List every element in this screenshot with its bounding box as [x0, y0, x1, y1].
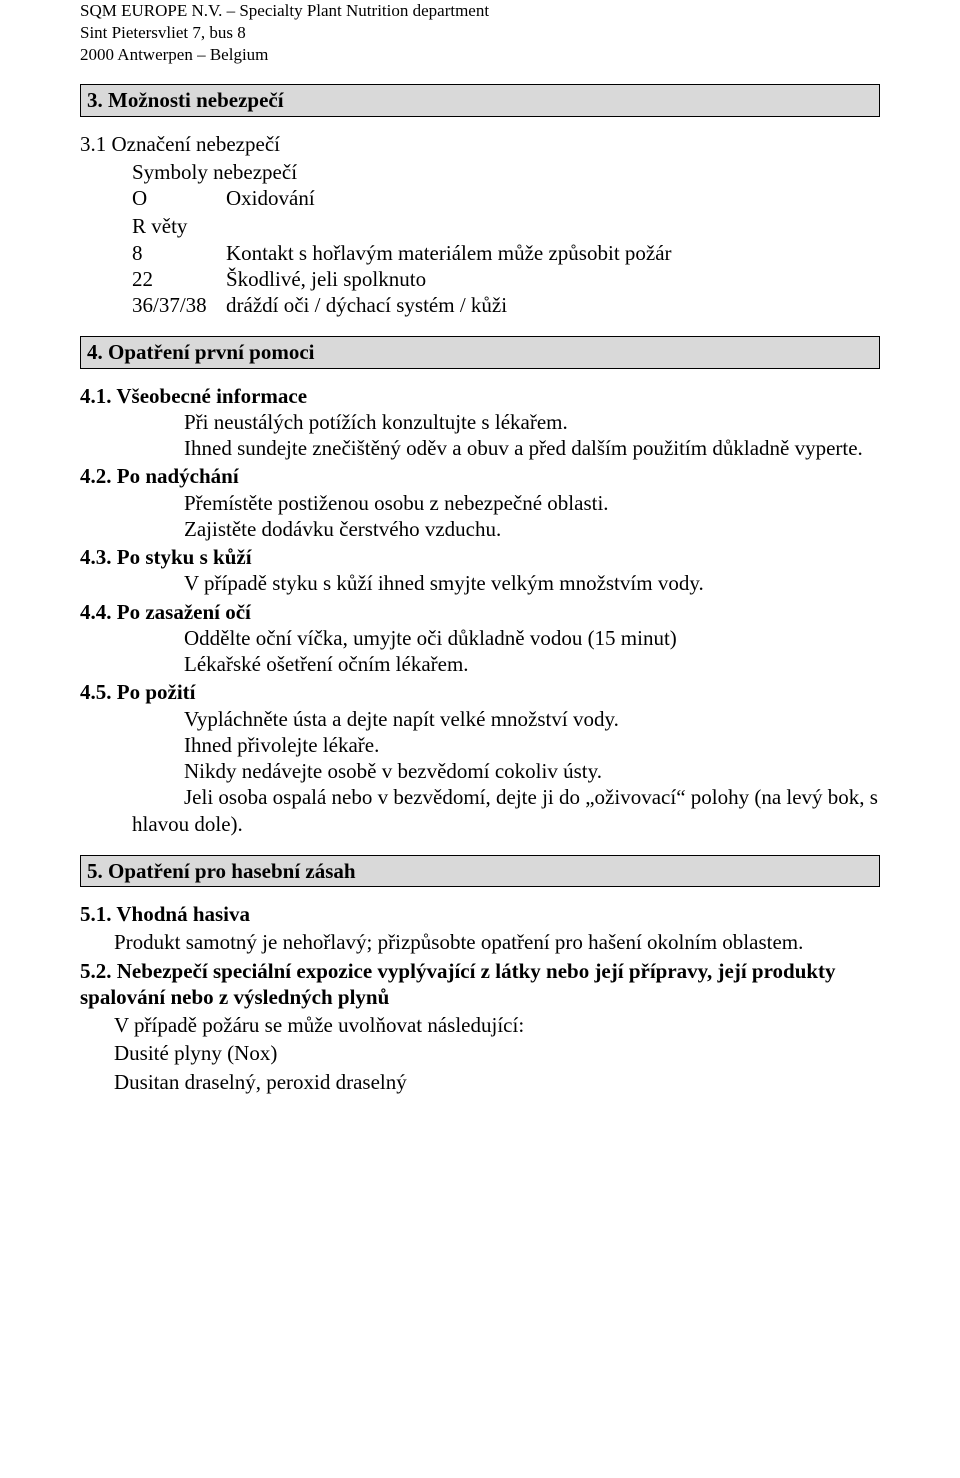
r-phrases-label: R věty: [132, 213, 880, 239]
hazard-symbols-label: Symboly nebezpečí: [132, 159, 880, 185]
body-text: Nikdy nedávejte osobě v bezvědomí cokoli…: [184, 758, 880, 784]
body-text: Vypláchněte ústa a dejte napít velké mno…: [184, 706, 880, 732]
r-phrase-row: 8 Kontakt s hořlavým materiálem může způ…: [132, 240, 880, 266]
body-text: Dusitan draselný, peroxid draselný: [114, 1069, 880, 1095]
r-phrase-code: 22: [132, 266, 226, 292]
body-text: Lékařské ošetření očním lékařem.: [184, 651, 880, 677]
r-phrase-code: 36/37/38: [132, 292, 226, 318]
body-text: Při neustálých potížích konzultujte s lé…: [184, 409, 880, 435]
subsection-3-1-title: 3.1 Označení nebezpečí: [80, 131, 880, 157]
r-phrase-text: dráždí oči / dýchací systém / kůži: [226, 292, 880, 318]
body-text: Ihned přivolejte lékaře.: [184, 732, 880, 758]
r-phrase-row: 36/37/38 dráždí oči / dýchací systém / k…: [132, 292, 880, 318]
subsection-4-4-title: 4.4. Po zasažení očí: [80, 599, 880, 625]
body-text: Oddělte oční víčka, umyjte oči důkladně …: [184, 625, 880, 651]
body-text: Produkt samotný je nehořlavý; přizpůsobt…: [114, 929, 880, 955]
header-line-2: Sint Pietersvliet 7, bus 8: [80, 22, 880, 44]
body-text: Jeli osoba ospalá nebo v bezvědomí, dejt…: [132, 784, 880, 837]
subsection-5-2-title: 5.2. Nebezpečí speciální expozice vyplýv…: [80, 958, 880, 1011]
hazard-symbol-text: Oxidování: [226, 185, 880, 211]
subsection-4-5-title: 4.5. Po požití: [80, 679, 880, 705]
r-phrase-text: Škodlivé, jeli spolknuto: [226, 266, 880, 292]
hazard-symbol-code: O: [132, 185, 226, 211]
header-line-1: SQM EUROPE N.V. – Specialty Plant Nutrit…: [80, 0, 880, 22]
r-phrase-row: 22 Škodlivé, jeli spolknuto: [132, 266, 880, 292]
r-phrase-text: Kontakt s hořlavým materiálem může způso…: [226, 240, 880, 266]
subsection-4-1-title: 4.1. Všeobecné informace: [80, 383, 880, 409]
header-line-3: 2000 Antwerpen – Belgium: [80, 44, 880, 66]
document-header: SQM EUROPE N.V. – Specialty Plant Nutrit…: [80, 0, 880, 66]
section-4-header: 4. Opatření první pomoci: [80, 336, 880, 368]
subsection-4-2-title: 4.2. Po nadýchání: [80, 463, 880, 489]
body-text: Přemístěte postiženou osobu z nebezpečné…: [184, 490, 880, 516]
hazard-symbol-row: O Oxidování: [132, 185, 880, 211]
body-text: Zajistěte dodávku čerstvého vzduchu.: [184, 516, 880, 542]
subsection-5-1-title: 5.1. Vhodná hasiva: [80, 901, 880, 927]
body-text: V případě styku s kůží ihned smyjte velk…: [184, 570, 880, 596]
body-text: Dusité plyny (Nox): [114, 1040, 880, 1066]
r-phrase-code: 8: [132, 240, 226, 266]
subsection-4-3-title: 4.3. Po styku s kůží: [80, 544, 880, 570]
body-text: V případě požáru se může uvolňovat násle…: [114, 1012, 880, 1038]
section-3-header: 3. Možnosti nebezpečí: [80, 84, 880, 116]
body-text: Ihned sundejte znečištěný oděv a obuv a …: [184, 435, 880, 461]
section-5-header: 5. Opatření pro hasební zásah: [80, 855, 880, 887]
